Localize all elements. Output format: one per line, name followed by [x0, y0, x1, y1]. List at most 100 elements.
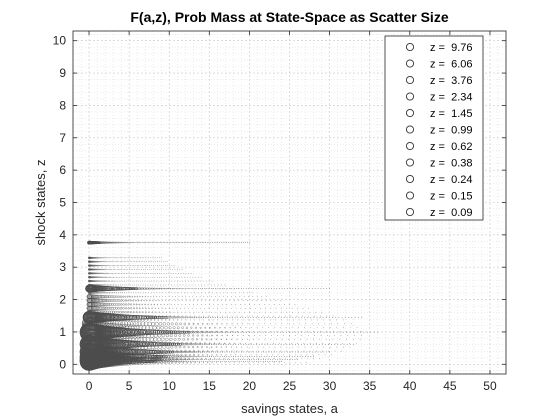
- data-point: [204, 288, 206, 290]
- data-point: [102, 298, 106, 303]
- data-point: [173, 242, 174, 244]
- data-point: [108, 284, 110, 286]
- data-point: [143, 356, 148, 361]
- data-point: [277, 316, 279, 318]
- data-point: [243, 288, 245, 290]
- data-point: [227, 343, 229, 345]
- data-point: [213, 343, 215, 345]
- data-point: [143, 321, 149, 327]
- data-point: [276, 351, 278, 353]
- data-point: [104, 295, 108, 299]
- data-point: [148, 315, 152, 320]
- data-point: [147, 315, 150, 317]
- data-point: [167, 360, 170, 363]
- data-point: [187, 288, 189, 290]
- data-point: [235, 358, 237, 360]
- data-point: [223, 342, 226, 344]
- legend-marker: [405, 141, 415, 151]
- data-point: [119, 295, 122, 298]
- data-point: [251, 356, 253, 357]
- data-point: [313, 356, 315, 357]
- data-point: [227, 331, 229, 333]
- data-point: [152, 300, 154, 302]
- data-point: [339, 331, 341, 333]
- data-point: [93, 284, 95, 286]
- data-point: [281, 356, 283, 357]
- data-point: [158, 315, 160, 317]
- data-point: [162, 242, 164, 244]
- data-point: [154, 242, 156, 244]
- data-point: [168, 307, 170, 309]
- data-point: [185, 326, 189, 329]
- data-point: [324, 343, 326, 345]
- data-point: [125, 303, 128, 306]
- data-point: [206, 334, 209, 337]
- data-point: [377, 331, 379, 333]
- data-point: [286, 351, 288, 353]
- data-point: [191, 316, 193, 319]
- data-point: [130, 287, 134, 291]
- data-point: [300, 343, 302, 345]
- data-point: [344, 316, 346, 318]
- data-point: [218, 343, 220, 345]
- data-point: [253, 316, 254, 318]
- data-point: [174, 361, 177, 364]
- data-point: [109, 295, 113, 298]
- data-point: [175, 358, 178, 361]
- data-point: [132, 314, 138, 320]
- data-point: [251, 358, 253, 360]
- data-point: [212, 360, 214, 362]
- data-point: [186, 355, 188, 358]
- data-point: [245, 331, 247, 333]
- data-point: [109, 310, 113, 314]
- data-point: [292, 351, 294, 353]
- data-point: [224, 288, 226, 290]
- data-point: [155, 242, 157, 244]
- data-point: [149, 361, 154, 365]
- data-point: [230, 356, 232, 357]
- data-point: [139, 296, 141, 298]
- data-point: [165, 315, 168, 317]
- data-point: [269, 316, 271, 318]
- data-point: [150, 242, 152, 244]
- data-point: [244, 358, 246, 360]
- data-point: [151, 307, 153, 309]
- data-point: [300, 351, 302, 353]
- data-point: [167, 287, 170, 290]
- data-point: [149, 353, 154, 357]
- data-point: [315, 343, 317, 345]
- data-point: [258, 356, 260, 357]
- data-point: [260, 351, 262, 353]
- data-point: [135, 299, 137, 302]
- data-point: [102, 261, 104, 263]
- data-point: [216, 323, 218, 325]
- data-point: [141, 340, 147, 346]
- data-point: [101, 272, 103, 274]
- data-point: [160, 342, 165, 347]
- data-point: [102, 288, 104, 290]
- x-tick-label: 10: [163, 379, 177, 393]
- data-point: [214, 358, 216, 360]
- data-point: [202, 354, 204, 356]
- data-point: [160, 242, 161, 244]
- data-point: [224, 316, 226, 318]
- data-point: [188, 355, 190, 358]
- data-point: [97, 302, 101, 307]
- data-point: [117, 288, 119, 290]
- data-point: [99, 318, 104, 322]
- data-point: [108, 241, 110, 244]
- data-point: [236, 323, 238, 325]
- data-point: [91, 294, 96, 299]
- data-point: [219, 288, 221, 290]
- data-point: [224, 360, 226, 362]
- data-point: [173, 338, 177, 341]
- data-point: [111, 241, 114, 244]
- data-point: [194, 342, 197, 345]
- data-point: [251, 360, 253, 362]
- data-point: [135, 287, 138, 290]
- data-point: [176, 341, 180, 345]
- data-point: [200, 360, 202, 362]
- data-point: [292, 331, 294, 333]
- x-tick-label: 35: [363, 379, 377, 393]
- data-point: [127, 307, 130, 310]
